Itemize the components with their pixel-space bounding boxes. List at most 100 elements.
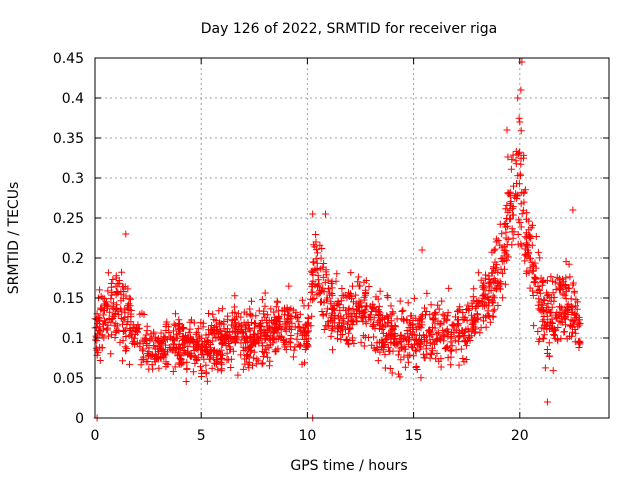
data-point — [471, 329, 479, 337]
data-point — [323, 296, 330, 304]
data-point — [387, 323, 395, 331]
data-point — [213, 356, 221, 363]
data-point — [562, 313, 570, 321]
data-point — [126, 325, 134, 332]
data-point — [395, 347, 403, 355]
data-point — [104, 287, 112, 295]
data-point — [309, 210, 317, 218]
data-point — [308, 269, 316, 277]
data-point — [486, 318, 494, 326]
data-point — [96, 357, 104, 364]
data-point — [301, 346, 309, 353]
data-point — [157, 339, 165, 347]
data-point — [157, 345, 164, 353]
data-point — [142, 358, 150, 366]
data-point — [110, 299, 117, 307]
data-point — [320, 260, 328, 267]
data-point — [540, 297, 548, 304]
data-point — [186, 325, 194, 333]
data-point — [245, 344, 253, 351]
data-point — [355, 273, 363, 281]
data-point — [253, 337, 261, 345]
data-point — [437, 363, 445, 371]
data-point — [480, 295, 488, 303]
data-point — [356, 282, 364, 290]
data-point — [176, 325, 184, 333]
data-point — [214, 349, 222, 357]
data-point — [443, 316, 451, 324]
data-point — [509, 234, 517, 242]
data-point — [337, 336, 345, 344]
data-point — [360, 342, 368, 350]
data-point — [490, 306, 498, 314]
data-point — [429, 324, 436, 331]
data-point — [396, 297, 404, 305]
data-point — [254, 357, 262, 365]
data-point — [540, 296, 548, 304]
x-tick-label: 5 — [197, 428, 206, 444]
data-point — [506, 192, 514, 200]
data-point — [571, 326, 579, 333]
data-point — [486, 278, 494, 286]
data-point — [120, 327, 128, 335]
data-point — [180, 347, 188, 354]
data-point — [491, 245, 499, 253]
data-point — [365, 283, 373, 290]
data-point — [182, 378, 190, 385]
data-point — [315, 290, 323, 298]
data-point — [433, 330, 441, 338]
data-point — [143, 327, 151, 335]
data-point — [256, 323, 263, 330]
data-point — [447, 330, 455, 338]
data-point — [548, 315, 556, 323]
data-point — [261, 345, 269, 353]
data-point — [540, 306, 548, 314]
data-point — [566, 273, 574, 281]
data-point — [170, 327, 177, 335]
data-point — [485, 282, 493, 290]
data-point — [515, 150, 523, 158]
data-point — [136, 343, 144, 351]
data-point — [512, 157, 520, 165]
data-point — [459, 327, 467, 335]
data-point — [454, 307, 462, 315]
data-point — [520, 188, 528, 196]
data-point — [272, 303, 280, 311]
data-point — [217, 346, 225, 354]
data-point — [362, 318, 370, 326]
y-tick-label: 0.3 — [62, 171, 84, 187]
data-point — [326, 291, 333, 299]
data-point — [411, 336, 419, 344]
data-point — [285, 282, 293, 290]
data-point — [553, 314, 561, 322]
data-point — [314, 282, 322, 290]
data-point — [335, 314, 343, 322]
data-point — [570, 289, 578, 297]
data-point — [370, 303, 378, 311]
data-point — [400, 353, 408, 361]
data-point — [437, 320, 445, 327]
data-point — [372, 293, 380, 301]
data-point — [111, 310, 119, 318]
data-point — [244, 360, 252, 368]
data-point — [524, 241, 532, 249]
data-point — [199, 323, 207, 331]
data-point — [342, 326, 349, 334]
data-point — [433, 337, 441, 345]
data-point — [229, 327, 237, 335]
data-point — [347, 269, 355, 277]
data-point — [104, 269, 112, 277]
data-point — [143, 341, 151, 349]
data-point — [419, 331, 427, 339]
data-point — [445, 284, 453, 292]
data-point — [549, 277, 557, 285]
data-point — [137, 361, 145, 369]
data-point — [548, 303, 556, 311]
data-point — [459, 309, 467, 316]
data-point — [368, 341, 376, 349]
data-point — [498, 230, 506, 238]
data-point — [497, 285, 504, 293]
data-point — [483, 312, 491, 320]
data-point — [329, 346, 336, 354]
data-point — [508, 155, 516, 163]
